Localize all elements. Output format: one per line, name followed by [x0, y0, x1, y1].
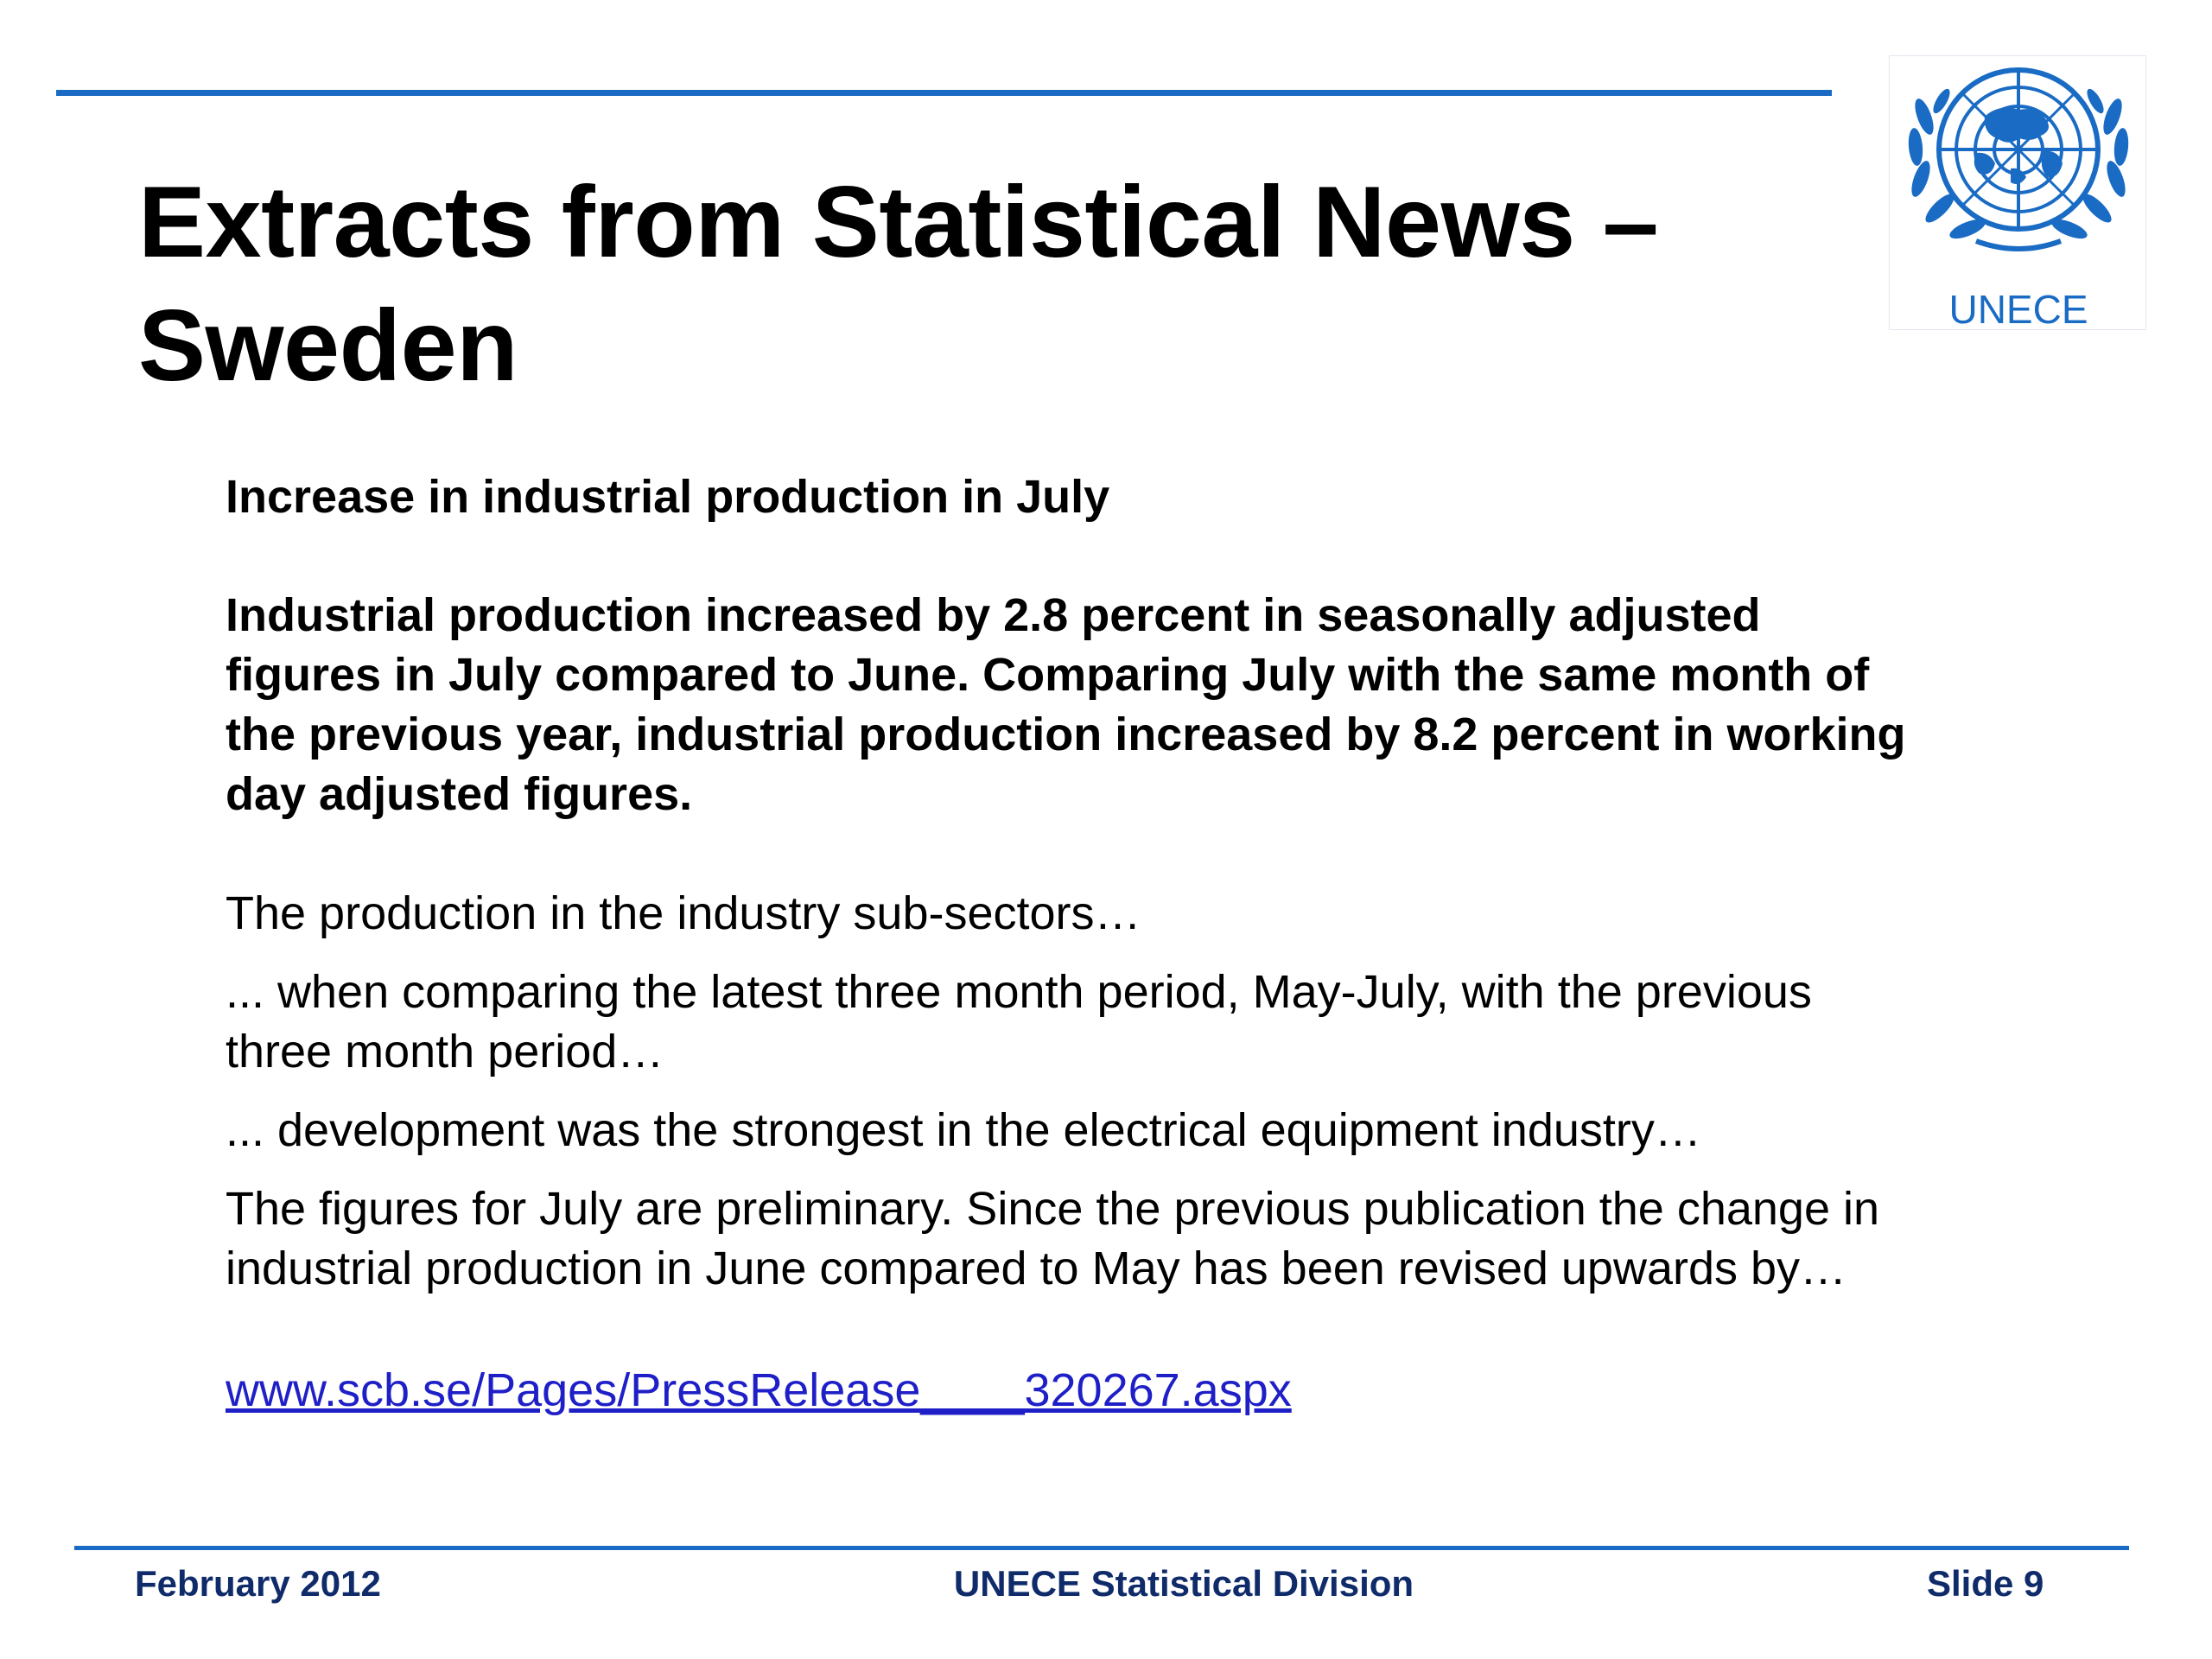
news-paragraph: ... when comparing the latest three mont… [226, 966, 1812, 1077]
unece-logo-text: UNECE [1948, 287, 2088, 332]
footer-organization: UNECE Statistical Division [953, 1563, 1414, 1604]
slide-title-line-2: Sweden [138, 289, 518, 402]
slide-title-line-1: Extracts from Statistical News – [138, 165, 1659, 278]
top-divider [56, 90, 1832, 96]
slide-body: Increase in industrial production in Jul… [226, 467, 1919, 1421]
source-link[interactable]: www.scb.se/Pages/PressRelease____320267.… [226, 1364, 1292, 1416]
footer-divider [74, 1546, 2129, 1550]
news-lead: Industrial production increased by 2.8 p… [226, 589, 1906, 820]
news-paragraph: The production in the industry sub-secto… [226, 887, 1141, 939]
footer-date: February 2012 [135, 1563, 381, 1604]
news-headline: Increase in industrial production in Jul… [226, 471, 1110, 523]
slide-title: Extracts from Statistical News – Sweden [138, 160, 1780, 407]
unece-logo: UNECE [1889, 55, 2146, 330]
news-paragraph: The figures for July are preliminary. Si… [226, 1183, 1880, 1294]
footer-slide-number: Slide 9 [1927, 1563, 2044, 1604]
news-paragraph: ... development was the strongest in the… [226, 1104, 1701, 1156]
un-emblem-icon [1908, 67, 2129, 251]
